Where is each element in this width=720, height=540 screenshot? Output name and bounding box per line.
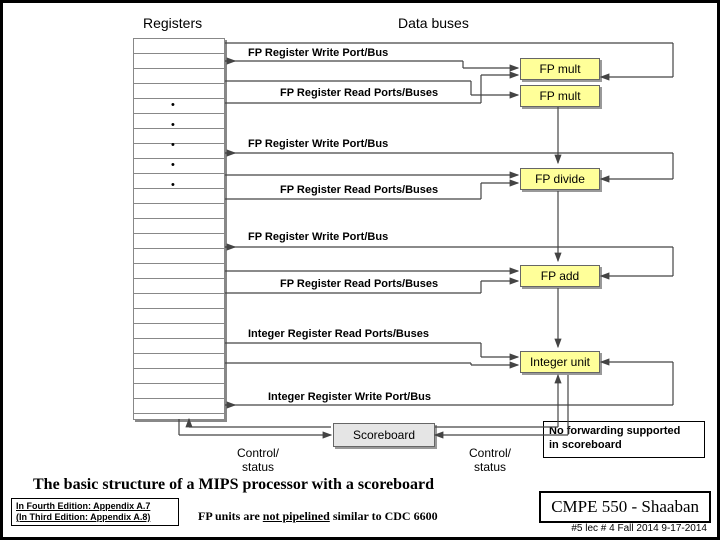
pipe-note: FP units are not pipelined similar to CD… xyxy=(198,509,438,524)
ed2: (In Third Edition: Appendix A.8) xyxy=(16,512,174,523)
meta: #5 lec # 4 Fall 2014 9-17-2014 xyxy=(571,523,707,534)
arrows-layer xyxy=(3,3,717,537)
ed1: In Fourth Edition: Appendix A.7 xyxy=(16,501,174,512)
course-box: CMPE 550 - Shaaban xyxy=(539,491,711,523)
diagram-page: Registers Data buses ••••• FP mult FP mu… xyxy=(0,0,720,540)
edition-box: In Fourth Edition: Appendix A.7 (In Thir… xyxy=(11,498,179,526)
bottom-title: The basic structure of a MIPS processor … xyxy=(33,476,434,494)
